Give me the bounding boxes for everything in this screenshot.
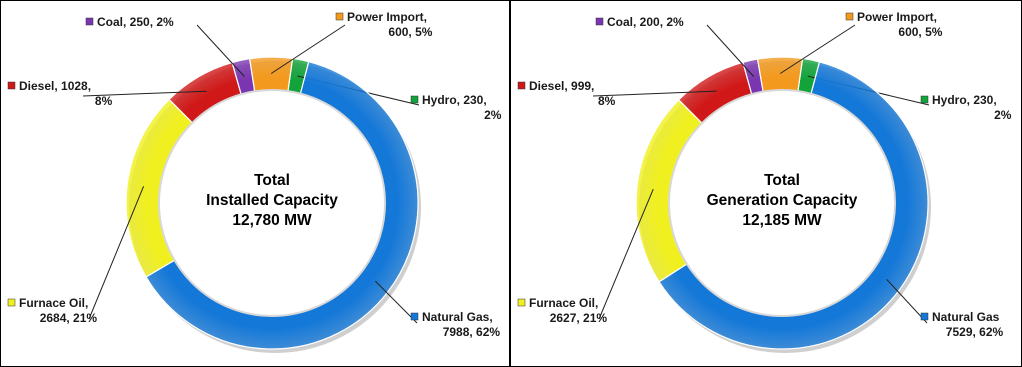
hydro-data-label: 2% — [484, 108, 502, 122]
power-import-leader-line — [780, 24, 856, 74]
coal-data-label: Coal, 250, 2% — [97, 15, 174, 29]
diesel-data-label: Diesel, 999, — [529, 79, 594, 93]
center-total-label: 12,780 MW — [232, 212, 312, 229]
furnace-oil-data-label: 2684, 21% — [40, 311, 98, 325]
natural-gas-legend-marker — [920, 312, 929, 321]
center-total-label: 12,185 MW — [742, 212, 822, 229]
power-import-data-label: 600, 5% — [388, 25, 432, 39]
natural-gas-data-label: Natural Gas — [932, 310, 1000, 324]
power-import-slice — [248, 56, 294, 93]
furnace-oil-leader-line — [88, 186, 145, 320]
coal-leader-line — [196, 24, 245, 77]
hydro-data-label: Hydro, 230, — [932, 93, 997, 107]
installed-capacity-donut-chart: Hydro, 230,2% Natural Gas,7988, 62% Furnac… — [7, 10, 502, 353]
furnace-oil-legend-marker — [7, 298, 16, 307]
coal-legend-marker — [85, 17, 94, 26]
diesel-leader-line — [592, 90, 717, 97]
furnace-oil-legend-marker — [517, 298, 526, 307]
power-import-legend-marker — [845, 12, 854, 21]
center-total-label: Generation Capacity — [707, 192, 858, 209]
donut-hole — [669, 90, 895, 316]
furnace-oil-data-label: Furnace Oil, — [19, 296, 88, 310]
furnace-oil-data-label: 2627, 21% — [550, 311, 608, 325]
generation-capacity-panel: Hydro, 230, 2% Natural Gas 7529, 62% Furnace… — [511, 0, 1022, 367]
center-total-label: Installed Capacity — [206, 192, 338, 209]
diesel-legend-marker — [7, 81, 16, 90]
center-total-label: Total — [254, 172, 290, 189]
diesel-data-label: 8% — [598, 94, 616, 108]
natural-gas-leader-line — [886, 278, 928, 324]
power-import-data-label: Power Import, — [347, 10, 427, 24]
hydro-data-label: Hydro, 230, — [422, 93, 487, 107]
coal-data-label: Coal, 200, 2% — [607, 15, 684, 29]
hydro-legend-marker — [410, 95, 419, 104]
natural-gas-legend-marker — [410, 312, 419, 321]
furnace-oil-data-label: Furnace Oil, — [529, 296, 598, 310]
natural-gas-data-label: Natural Gas, — [422, 310, 493, 324]
furnace-oil-leader-line — [598, 188, 654, 320]
donut-hole — [159, 90, 385, 316]
power-import-slice — [756, 56, 804, 93]
natural-gas-data-label: 7988, 62% — [443, 325, 501, 339]
power-import-leader-line — [270, 24, 346, 74]
natural-gas-leader-line — [374, 280, 418, 324]
coal-legend-marker — [595, 17, 604, 26]
power-import-legend-marker — [335, 12, 344, 21]
center-total-label: Total — [764, 172, 800, 189]
power-import-data-label: 600, 5% — [898, 25, 942, 39]
installed-capacity-panel: Hydro, 230, 2% Natural Gas, 7988, 62% Furnac… — [0, 0, 511, 367]
diesel-leader-line — [82, 90, 207, 97]
diesel-data-label: 8% — [95, 94, 113, 108]
power-import-data-label: Power Import, — [857, 10, 937, 24]
diesel-data-label: Diesel, 1028, — [19, 79, 91, 93]
hydro-data-label: 2% — [994, 108, 1012, 122]
coal-leader-line — [706, 24, 755, 77]
hydro-legend-marker — [920, 95, 929, 104]
diesel-legend-marker — [517, 81, 526, 90]
natural-gas-data-label: 7529, 62% — [946, 325, 1004, 339]
